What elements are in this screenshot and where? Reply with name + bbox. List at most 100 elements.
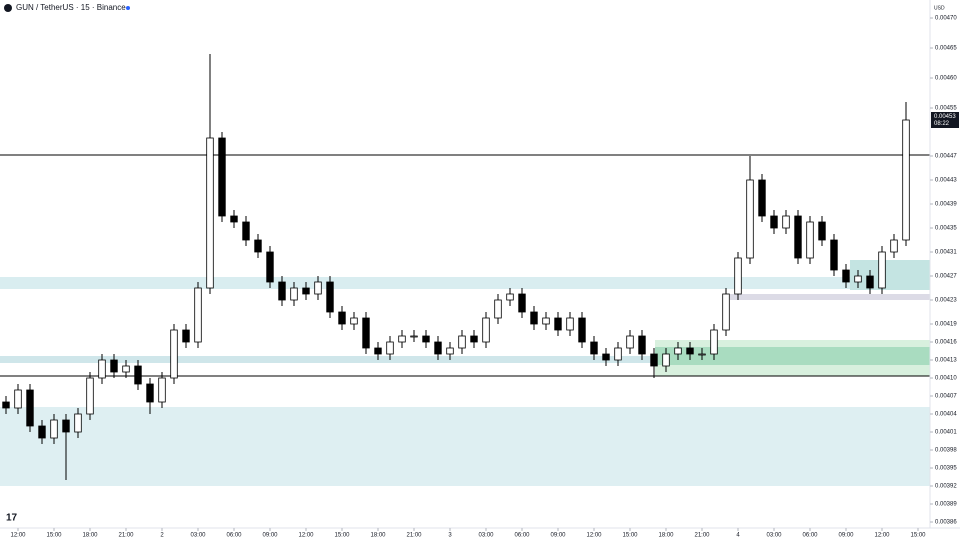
x-tick-label: 4 xyxy=(736,533,740,539)
x-tick-label: 09:00 xyxy=(262,533,278,539)
candle-body xyxy=(74,413,82,433)
x-tick-label: 12:00 xyxy=(586,533,602,539)
candle-body xyxy=(218,137,226,217)
x-tick-label: 15:00 xyxy=(46,533,62,539)
logo: 17 xyxy=(6,513,18,524)
candle-body xyxy=(770,215,778,229)
candle-body xyxy=(338,311,346,325)
candle-body xyxy=(542,317,550,325)
symbol-title[interactable]: GUN / TetherUS · 15 · Binance xyxy=(16,3,126,12)
y-tick-label: 0.00401 xyxy=(935,430,957,436)
y-tick-label: 0.00407 xyxy=(935,394,957,400)
candle-body xyxy=(746,179,754,259)
x-tick-label: 09:00 xyxy=(838,533,854,539)
candle-body xyxy=(146,383,154,403)
candle-body xyxy=(890,239,898,253)
candle-body xyxy=(566,317,574,331)
candle-body xyxy=(134,365,142,385)
x-tick-label: 06:00 xyxy=(514,533,530,539)
candle-body xyxy=(758,179,766,217)
candle-body xyxy=(86,377,94,415)
candle-body xyxy=(866,275,874,289)
x-tick-label: 15:00 xyxy=(910,533,926,539)
candle-body xyxy=(842,269,850,283)
candle-body xyxy=(14,389,22,409)
candle-body xyxy=(374,347,382,355)
candle-body xyxy=(482,317,490,343)
candle-body xyxy=(470,335,478,343)
y-tick-label: 0.00435 xyxy=(935,226,957,232)
y-tick-label: 0.00443 xyxy=(935,178,957,184)
zone xyxy=(655,347,930,365)
y-tick-label: 0.00389 xyxy=(935,502,957,508)
y-tick-label: 0.00398 xyxy=(935,448,957,454)
zone xyxy=(0,356,930,363)
x-tick-label: 06:00 xyxy=(802,533,818,539)
candle-body xyxy=(350,317,358,325)
x-tick-label: 15:00 xyxy=(622,533,638,539)
zone xyxy=(0,407,930,486)
x-tick-label: 12:00 xyxy=(10,533,26,539)
candle-body xyxy=(230,215,238,223)
candle-body xyxy=(650,353,658,367)
candle-body xyxy=(362,317,370,349)
candle-body xyxy=(422,335,430,343)
x-tick-label: 21:00 xyxy=(406,533,422,539)
currency: USD xyxy=(934,5,945,11)
x-tick-label: 03:00 xyxy=(766,533,782,539)
candle-body xyxy=(50,419,58,439)
y-tick-label: 0.00460 xyxy=(935,76,957,82)
candle-body xyxy=(410,335,418,338)
candle-body xyxy=(554,317,562,331)
candle-body xyxy=(638,335,646,355)
candle-body xyxy=(698,353,706,356)
candle-body xyxy=(722,293,730,331)
candle-body xyxy=(590,341,598,355)
candle-body xyxy=(854,275,862,283)
x-tick-label: 03:00 xyxy=(190,533,206,539)
candle-body xyxy=(266,251,274,283)
y-tick-label: 0.00427 xyxy=(935,274,957,280)
y-tick-label: 0.00392 xyxy=(935,484,957,490)
candle-body xyxy=(182,329,190,343)
candle-body xyxy=(302,287,310,295)
candle-body xyxy=(578,317,586,343)
x-tick-label: 3 xyxy=(448,533,452,539)
candle-body xyxy=(2,401,10,409)
zone xyxy=(850,260,930,290)
candle-body xyxy=(878,251,886,289)
x-tick-label: 03:00 xyxy=(478,533,494,539)
candle-body xyxy=(518,293,526,313)
candle-body xyxy=(734,257,742,295)
x-tick-label: 18:00 xyxy=(82,533,98,539)
price-badge xyxy=(931,112,959,128)
candle-body xyxy=(902,119,910,241)
candle-body xyxy=(614,347,622,361)
zone xyxy=(730,294,930,300)
y-tick-label: 0.00413 xyxy=(935,358,957,364)
candle-body xyxy=(806,221,814,259)
candle-body xyxy=(530,311,538,325)
candle-body xyxy=(398,335,406,343)
candle-body xyxy=(242,221,250,241)
candle-body xyxy=(158,377,166,403)
candle-body xyxy=(446,347,454,355)
zone xyxy=(0,277,930,289)
y-tick-label: 0.00470 xyxy=(935,16,957,22)
candle-body xyxy=(830,239,838,271)
y-tick-label: 0.00439 xyxy=(935,202,957,208)
candle-body xyxy=(458,335,466,349)
candle-body xyxy=(386,341,394,355)
y-tick-label: 0.00431 xyxy=(935,250,957,256)
x-tick-label: 18:00 xyxy=(658,533,674,539)
candle-body xyxy=(818,221,826,241)
candle-body xyxy=(626,335,634,349)
candle-body xyxy=(662,353,670,367)
candle-body xyxy=(494,299,502,319)
x-tick-label: 12:00 xyxy=(874,533,890,539)
candle-body xyxy=(110,359,118,373)
x-tick-label: 21:00 xyxy=(118,533,134,539)
x-tick-label: 09:00 xyxy=(550,533,566,539)
